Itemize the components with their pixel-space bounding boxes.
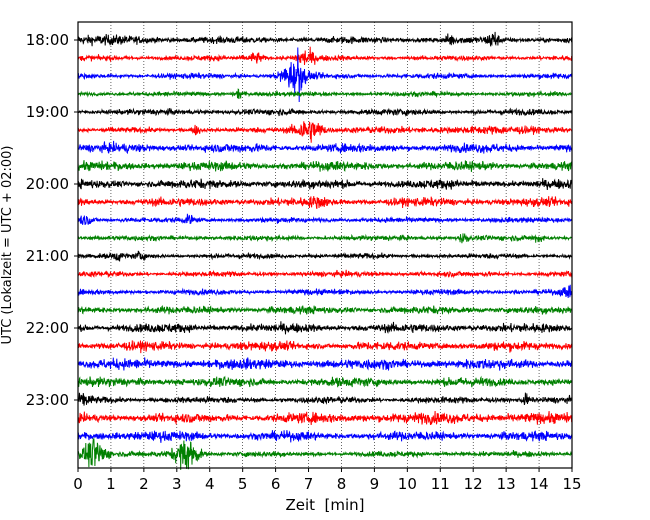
y-axis-label: UTC (Lokalzeit = UTC + 02:00)	[0, 146, 15, 345]
y-tick-label: 19:00	[26, 103, 69, 121]
trace-2215	[77, 340, 573, 354]
trace-2030	[77, 213, 573, 225]
x-tick-label: 6	[271, 475, 281, 493]
trace-2145	[77, 305, 573, 315]
trace-2230	[77, 357, 573, 371]
y-tick-label: 21:00	[26, 247, 69, 265]
trace-1815	[77, 46, 573, 66]
x-tick-label: 8	[337, 475, 347, 493]
x-tick-label: 10	[398, 475, 417, 493]
trace-2345	[77, 437, 573, 470]
x-tick-label: 12	[464, 475, 483, 493]
x-tick-label: 0	[73, 475, 83, 493]
trace-1915	[77, 121, 573, 143]
trace-1900	[77, 107, 573, 117]
trace-2300	[77, 392, 572, 406]
x-tick-label: 7	[304, 475, 314, 493]
trace-2000	[77, 178, 573, 191]
y-tick-label: 20:00	[26, 175, 69, 193]
y-axis: 18:00 19:00 20:00 21:00 22:00 23:00	[26, 31, 78, 409]
trace-2245	[77, 375, 573, 388]
seismic-traces	[77, 31, 573, 470]
trace-1945	[77, 160, 573, 172]
trace-2130	[77, 284, 573, 298]
x-tick-label: 5	[238, 475, 248, 493]
trace-2015	[77, 196, 573, 209]
x-axis: 0 1 2 3 4 5 6 7 8 9 10 11 12 13 14 15	[73, 468, 582, 493]
grid-lines	[110, 22, 540, 468]
y-tick-label: 22:00	[26, 319, 69, 337]
y-tick-label: 18:00	[26, 31, 69, 49]
x-tick-label: 3	[172, 475, 182, 493]
trace-2045	[77, 233, 573, 244]
x-axis-label: Zeit [min]	[285, 496, 364, 514]
x-tick-label: 9	[370, 475, 380, 493]
x-tick-label: 14	[530, 475, 549, 493]
trace-2100	[77, 250, 573, 262]
trace-1830	[77, 47, 573, 103]
x-tick-label: 13	[497, 475, 516, 493]
x-tick-label: 4	[205, 475, 215, 493]
trace-2200	[77, 321, 573, 335]
trace-2330	[77, 430, 573, 443]
trace-1800	[77, 31, 573, 47]
x-tick-label: 11	[431, 475, 450, 493]
x-tick-label: 2	[139, 475, 149, 493]
trace-2115	[77, 269, 573, 279]
x-tick-label: 1	[106, 475, 116, 493]
x-tick-label: 15	[562, 475, 581, 493]
trace-1845	[77, 88, 573, 100]
plot-frame	[77, 21, 573, 469]
y-tick-label: 23:00	[26, 391, 69, 409]
trace-1930	[77, 140, 573, 155]
trace-2315	[77, 410, 573, 426]
